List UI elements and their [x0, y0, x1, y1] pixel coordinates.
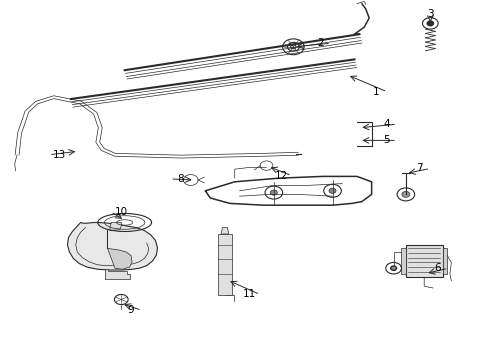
Text: 8: 8 — [177, 174, 184, 184]
Polygon shape — [442, 248, 447, 274]
Polygon shape — [105, 269, 129, 279]
Circle shape — [328, 188, 335, 193]
Text: 3: 3 — [426, 9, 433, 19]
Text: 2: 2 — [316, 38, 323, 48]
Polygon shape — [405, 245, 442, 277]
Circle shape — [390, 266, 396, 270]
Circle shape — [427, 21, 432, 26]
Circle shape — [401, 192, 409, 197]
Text: 11: 11 — [242, 289, 256, 300]
Text: 6: 6 — [433, 263, 440, 273]
Text: 5: 5 — [382, 135, 389, 145]
Text: 7: 7 — [415, 163, 422, 174]
Polygon shape — [67, 222, 157, 270]
Circle shape — [270, 190, 277, 195]
Polygon shape — [110, 222, 121, 230]
Text: 12: 12 — [274, 171, 287, 181]
Polygon shape — [107, 230, 132, 269]
Text: 9: 9 — [127, 305, 134, 315]
Polygon shape — [221, 228, 228, 234]
Text: 10: 10 — [115, 207, 127, 217]
Polygon shape — [217, 234, 232, 295]
Polygon shape — [400, 248, 405, 274]
Text: 1: 1 — [372, 87, 379, 97]
Text: 13: 13 — [53, 150, 66, 160]
Text: 4: 4 — [382, 119, 389, 129]
